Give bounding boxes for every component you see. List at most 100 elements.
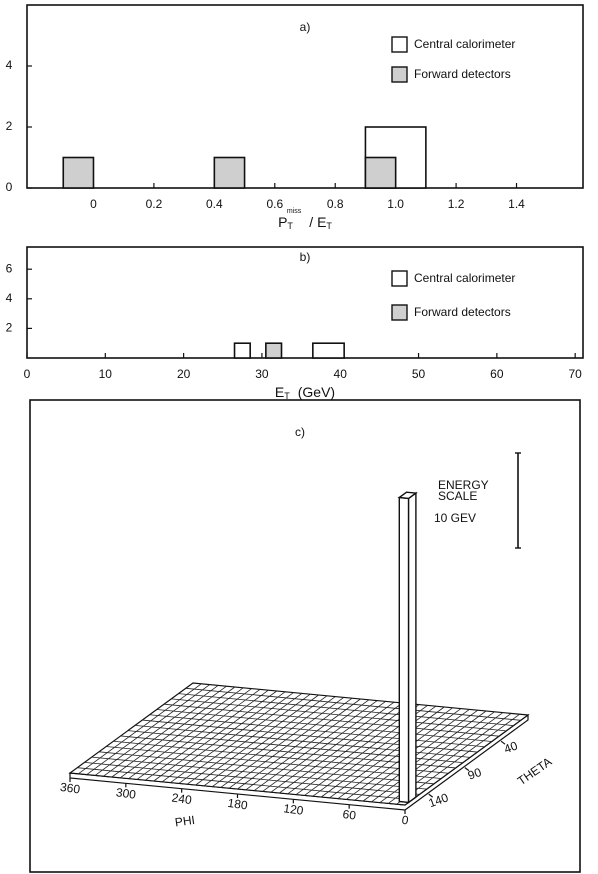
lego-cell-edge bbox=[396, 713, 520, 805]
x-tick-label: 360 bbox=[59, 780, 81, 797]
x-tick-label: 40 bbox=[334, 367, 348, 381]
lego-cell-edge bbox=[120, 687, 244, 779]
legend-swatch bbox=[391, 270, 408, 287]
x-tick-label: 240 bbox=[171, 791, 193, 808]
lego-cell-edge bbox=[321, 706, 445, 798]
x-tick-label: 1.0 bbox=[387, 197, 404, 211]
x-tick-label: 50 bbox=[412, 367, 426, 381]
y-tick-label: 2 bbox=[6, 321, 13, 335]
lego-cell-edge bbox=[142, 719, 478, 753]
lego-cell-edge bbox=[113, 740, 449, 774]
lego-cell-edge bbox=[94, 685, 219, 776]
lego-cell-edge bbox=[153, 690, 277, 782]
lego-cell-edge bbox=[329, 707, 453, 799]
x-tick-label: 180 bbox=[227, 796, 249, 813]
x-tick-label: 1.2 bbox=[448, 197, 465, 211]
histogram-bar bbox=[213, 156, 246, 189]
lego-cell-edge bbox=[178, 693, 303, 784]
x-tick-label: 60 bbox=[342, 807, 357, 823]
x-axis-label-part: T bbox=[326, 221, 332, 231]
lego-cell-edge bbox=[77, 767, 413, 801]
lego-cell-edge bbox=[164, 703, 500, 737]
lego-cell-edge bbox=[84, 762, 420, 795]
x-tick-label: 120 bbox=[283, 801, 305, 818]
legend-label: Central calorimeter bbox=[414, 271, 515, 285]
lego-cell-edge bbox=[185, 687, 521, 721]
lego-cell-edge bbox=[203, 695, 328, 787]
x-axis-label-part: P bbox=[278, 214, 287, 230]
lego-cell-edge bbox=[254, 700, 378, 791]
x-tick-label: 30 bbox=[255, 367, 269, 381]
x-tick-label: 0.8 bbox=[327, 197, 344, 211]
x-tick-label: 300 bbox=[115, 785, 137, 802]
tower-face-right bbox=[407, 491, 417, 804]
y-axis-label: THETA bbox=[515, 755, 555, 789]
lego-cell-edge bbox=[245, 699, 370, 791]
plot-frame bbox=[29, 399, 581, 873]
lego-cell-edge bbox=[156, 709, 492, 742]
x-tick-label: 60 bbox=[490, 367, 504, 381]
x-tick-label: 20 bbox=[177, 367, 191, 381]
panel-label: c) bbox=[295, 425, 305, 439]
lego-cell-edge bbox=[220, 697, 344, 788]
legend-swatch bbox=[391, 66, 408, 83]
lego-cell-edge bbox=[86, 684, 210, 775]
lego-cell-edge bbox=[91, 756, 427, 790]
lego-cell-edge bbox=[187, 693, 311, 785]
x-tick-label: 70 bbox=[568, 367, 582, 381]
lego-cell-edge bbox=[98, 751, 434, 785]
x-axis-label: PHI bbox=[174, 813, 196, 830]
lego-cell-edge bbox=[371, 711, 495, 803]
y-tick-label: 140 bbox=[427, 790, 451, 810]
lego-cell-edge bbox=[212, 696, 336, 787]
lego-cell-edge bbox=[262, 701, 386, 792]
legend-label: Forward detectors bbox=[414, 305, 511, 319]
x-axis-label-part: T bbox=[287, 221, 293, 231]
panel-label: a) bbox=[300, 20, 311, 34]
tower-face-left bbox=[398, 496, 410, 804]
y-tick-label: 6 bbox=[6, 261, 13, 275]
panel-label: b) bbox=[300, 250, 311, 264]
lego-cell-edge bbox=[111, 686, 236, 778]
x-axis-label-part: / E bbox=[309, 214, 326, 230]
y-tick-label: 4 bbox=[6, 58, 13, 72]
x-axis-label-part: (GeV) bbox=[298, 384, 335, 400]
legend-label: Forward detectors bbox=[414, 67, 511, 81]
lego-cell-edge bbox=[106, 746, 442, 779]
histogram-bar bbox=[233, 342, 251, 359]
histogram-bar bbox=[62, 156, 95, 189]
lego-cell-edge bbox=[149, 714, 485, 748]
x-axis-label: PTmiss/ ET bbox=[278, 208, 332, 232]
y-tick-label: 2 bbox=[6, 119, 13, 133]
x-tick-label: 10 bbox=[99, 367, 113, 381]
y-tick-label: 40 bbox=[502, 738, 520, 756]
lego-cell-edge bbox=[178, 693, 514, 726]
legend-swatch bbox=[391, 36, 408, 53]
energy-scale-title: SCALE bbox=[438, 489, 477, 503]
lego-cell-edge bbox=[161, 691, 286, 783]
tower-top bbox=[397, 491, 418, 500]
energy-scale-title: ENERGY bbox=[438, 478, 489, 492]
lego-cell-edge bbox=[237, 698, 361, 790]
legend-swatch bbox=[391, 304, 408, 321]
lego-cell-edge bbox=[228, 697, 353, 789]
histogram-bar bbox=[364, 156, 397, 189]
x-tick-label: 0 bbox=[401, 813, 410, 828]
x-tick-label: 0.6 bbox=[266, 197, 283, 211]
lego-cell-edge bbox=[136, 689, 261, 780]
x-axis-label: ET (GeV) bbox=[275, 384, 335, 402]
lego-cell-edge bbox=[279, 702, 403, 794]
lego-cell-edge bbox=[103, 685, 227, 777]
histogram-bar bbox=[312, 342, 345, 359]
x-axis-label-part: E bbox=[275, 384, 284, 400]
lego-cell-edge bbox=[145, 689, 269, 781]
lego-cell-edge bbox=[171, 698, 507, 732]
x-tick-label: 0 bbox=[90, 197, 97, 211]
y-tick bbox=[464, 767, 470, 772]
x-axis-label-part: miss bbox=[287, 208, 302, 215]
plot-frame bbox=[26, 4, 584, 189]
x-tick-label: 0.4 bbox=[206, 197, 223, 211]
lego-cell-edge bbox=[78, 683, 202, 775]
